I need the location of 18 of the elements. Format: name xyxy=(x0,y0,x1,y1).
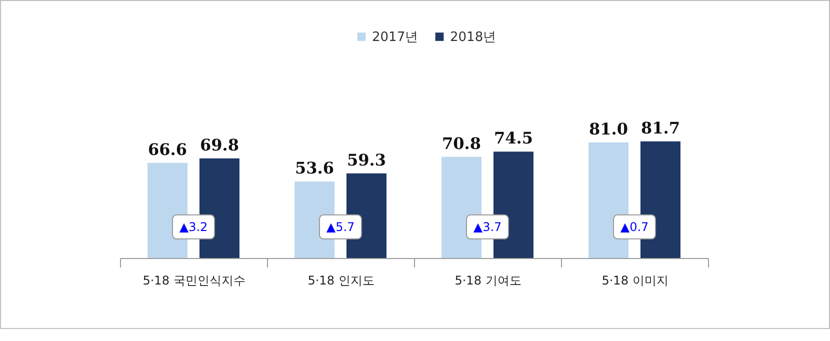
x-tick-label: 5·18 기여도 xyxy=(454,274,522,288)
annotation: ▲0.7 xyxy=(620,220,649,234)
legend-label: 2018년 xyxy=(450,30,496,45)
x-tick-label: 5·18 이미지 xyxy=(602,274,668,288)
data-label: 53.6 xyxy=(295,158,334,178)
data-label: 81.0 xyxy=(589,119,628,138)
data-label: 69.8 xyxy=(200,135,239,154)
data-label: 66.6 xyxy=(148,140,188,159)
data-label: 74.5 xyxy=(494,128,533,148)
x-tick-label: 5·18 국민인식지수 xyxy=(142,274,246,288)
data-label: 81.7 xyxy=(640,118,680,138)
x-tick-label: 5·18 인지도 xyxy=(308,274,374,288)
annotation: ▲3.2 xyxy=(179,220,208,234)
data-label: 59.3 xyxy=(346,150,386,170)
data-label: 70.8 xyxy=(442,134,482,153)
annotation: ▲5.7 xyxy=(326,220,355,234)
annotation: ▲3.7 xyxy=(473,220,502,234)
legend-label: 2017년 xyxy=(372,30,418,45)
